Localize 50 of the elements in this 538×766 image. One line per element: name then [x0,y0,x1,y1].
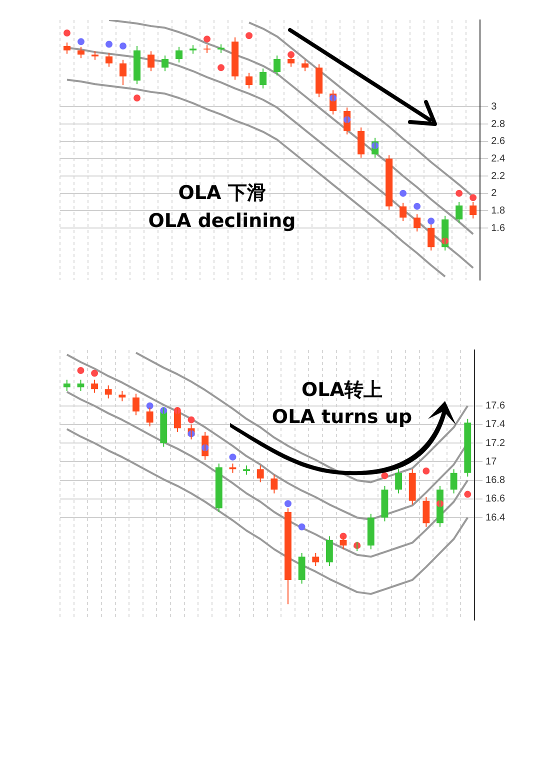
annotation: OLA 下滑 [178,181,266,206]
candlestick [92,50,99,60]
annotation: OLA转上 [302,378,382,403]
point [400,190,407,197]
y-tick-label: 16.4 [486,512,506,524]
point [414,202,421,210]
point [78,38,85,46]
y-tick-label: 17.2 [486,438,506,449]
point [106,40,113,48]
point [464,490,472,498]
y-tick-label: 17.6 [486,400,506,412]
point [288,51,295,58]
candlestick [118,390,126,402]
candlestick [218,44,225,54]
y-tick-label: 16.8 [486,475,506,486]
point [64,30,70,36]
point [298,523,306,530]
point [428,218,435,225]
y-tick-label: 17 [486,456,498,468]
point [284,500,292,508]
point [188,416,195,424]
candlestick [204,44,211,54]
point [456,190,463,197]
point [381,472,388,480]
y-tick-label: 1.6 [491,222,506,234]
point [470,194,477,202]
y-tick-label: 3 [491,101,498,112]
candlestick [312,552,320,566]
y-tick-label: 16.6 [486,494,506,505]
y-tick-label: 2.4 [491,153,506,164]
annotation: OLA turns up [272,406,412,428]
point [422,468,430,475]
point [146,402,154,410]
y-tick-label: 2 [491,188,498,200]
y-tick-label: 2.6 [491,136,506,148]
point [77,366,84,374]
candlestick [190,44,197,54]
annotation: OLA declining [148,210,296,232]
point [134,94,141,102]
candlestick [243,464,250,476]
y-tick-label: 17.4 [486,419,506,430]
point [246,32,253,40]
point [204,36,211,43]
point [218,64,225,72]
y-tick-label: 2.2 [491,170,506,182]
y-tick-label: 2.8 [491,118,506,130]
point [120,42,127,50]
point [229,454,236,461]
y-tick-label: 1.8 [491,205,506,216]
point [91,370,98,377]
